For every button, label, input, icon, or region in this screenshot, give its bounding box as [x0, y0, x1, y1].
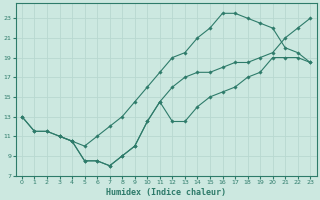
X-axis label: Humidex (Indice chaleur): Humidex (Indice chaleur): [106, 188, 226, 197]
